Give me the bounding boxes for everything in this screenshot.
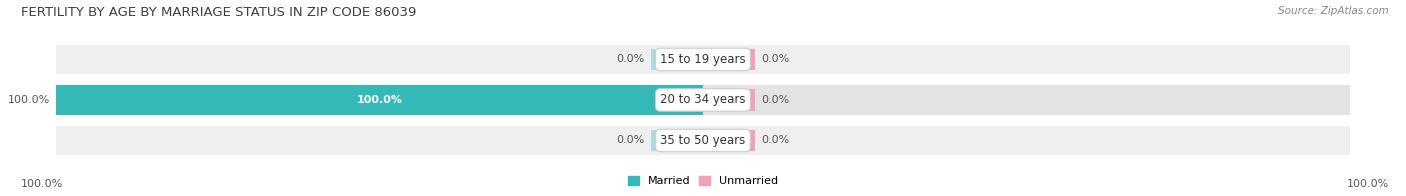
Text: 0.0%: 0.0% [761, 135, 789, 145]
Bar [56, 45, 703, 74]
Text: Source: ZipAtlas.com: Source: ZipAtlas.com [1278, 6, 1389, 16]
Bar [703, 126, 1350, 155]
Legend: Married, Unmarried: Married, Unmarried [623, 171, 783, 191]
Text: 35 to 50 years: 35 to 50 years [661, 134, 745, 147]
Bar [703, 130, 755, 151]
Text: 0.0%: 0.0% [761, 54, 789, 64]
Bar [703, 49, 755, 70]
Text: 0.0%: 0.0% [617, 54, 645, 64]
Text: 20 to 34 years: 20 to 34 years [661, 93, 745, 106]
Text: FERTILITY BY AGE BY MARRIAGE STATUS IN ZIP CODE 86039: FERTILITY BY AGE BY MARRIAGE STATUS IN Z… [21, 6, 416, 19]
Text: 100.0%: 100.0% [21, 179, 63, 189]
Text: 0.0%: 0.0% [761, 95, 789, 105]
Bar [703, 89, 755, 111]
Bar [56, 85, 703, 114]
Bar [56, 85, 703, 114]
Bar [703, 85, 1350, 114]
Bar [651, 49, 703, 70]
Bar [703, 45, 1350, 74]
Bar [56, 126, 703, 155]
Text: 100.0%: 100.0% [7, 95, 49, 105]
Text: 100.0%: 100.0% [1347, 179, 1389, 189]
Text: 15 to 19 years: 15 to 19 years [661, 53, 745, 66]
Text: 0.0%: 0.0% [617, 135, 645, 145]
Text: 100.0%: 100.0% [357, 95, 402, 105]
Bar [651, 130, 703, 151]
